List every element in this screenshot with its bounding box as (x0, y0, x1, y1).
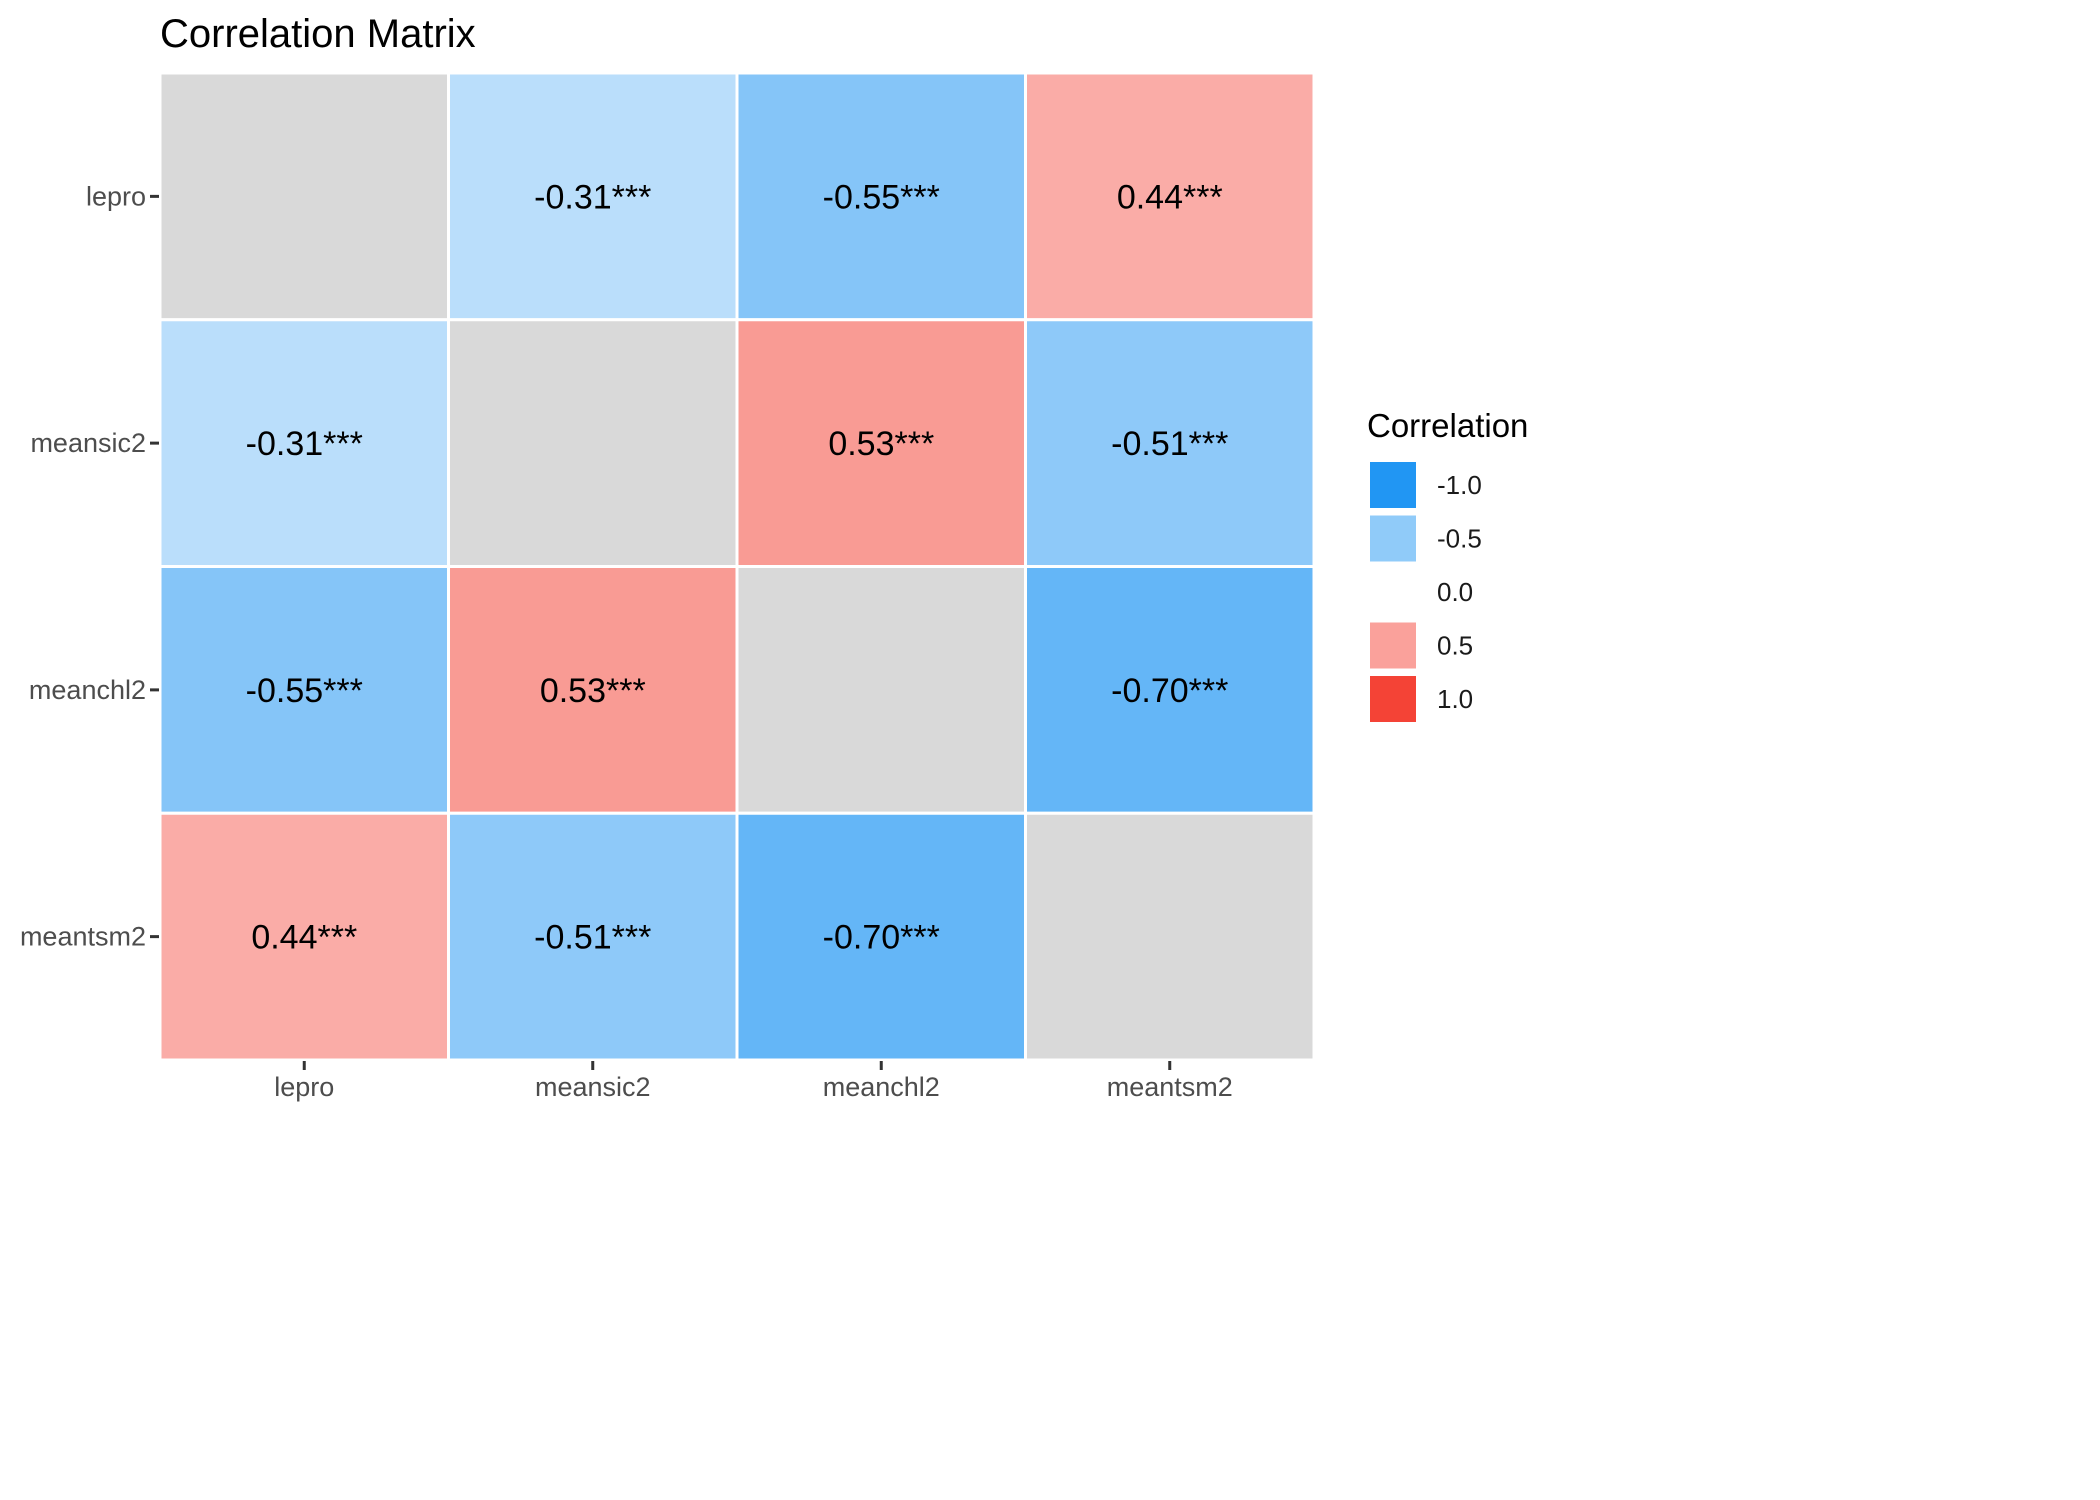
y-tick-label: meansic2 (30, 428, 146, 458)
cell-value-label: -0.55*** (823, 178, 940, 216)
cell-value-label: 0.44*** (251, 919, 357, 957)
legend-key (1370, 462, 1416, 508)
legend-label: 0.0 (1437, 577, 1473, 607)
color-legend: Correlation -1.0 -0.5 0.0 0.5 1.0 (1367, 407, 1528, 722)
heatmap-cell-diagonal (1024, 811, 1316, 1062)
heatmap-cells (158, 71, 1316, 1062)
chart-title: Correlation Matrix (160, 12, 476, 56)
cell-value-label: 0.53*** (540, 672, 646, 710)
legend-label: -1.0 (1437, 470, 1482, 500)
correlation-heatmap: Correlation Matrix -0.31*** -0.55*** 0.44*… (20, 12, 1528, 1102)
heatmap-cell-diagonal (447, 318, 739, 568)
legend-keys: -1.0 -0.5 0.0 0.5 1.0 (1370, 462, 1482, 722)
heatmap-cell-labels: -0.31*** -0.55*** 0.44*** -0.31*** 0.53*** -0… (246, 178, 1229, 956)
chart-canvas: Correlation Matrix -0.31*** -0.55*** 0.44*… (19, 12, 1529, 1102)
legend-label: -0.5 (1437, 524, 1482, 554)
y-axis: lepro meansic2 meanchl2 meantsm2 (20, 181, 159, 952)
heatmap-cell-diagonal (158, 71, 450, 322)
cell-value-label: -0.70*** (823, 919, 940, 957)
heatmap-cell (158, 811, 450, 1062)
heatmap-cell (447, 565, 739, 815)
legend-key (1370, 569, 1416, 615)
y-tick-label: lepro (86, 181, 146, 211)
cell-value-label: -0.55*** (246, 672, 363, 710)
y-tick-label: meanchl2 (29, 675, 146, 705)
legend-key (1370, 622, 1416, 669)
cell-value-label: 0.53*** (828, 425, 934, 463)
legend-label: 1.0 (1437, 684, 1473, 714)
legend-key (1370, 676, 1416, 722)
heatmap-cell (1024, 71, 1316, 322)
cell-value-label: -0.51*** (1111, 425, 1228, 463)
cell-value-label: -0.31*** (246, 425, 363, 463)
heatmap-cell (1024, 318, 1316, 568)
heatmap-cell (447, 71, 739, 322)
x-tick-label: meansic2 (535, 1072, 651, 1102)
x-tick-label: lepro (274, 1072, 334, 1102)
cell-value-label: -0.31*** (534, 178, 651, 216)
heatmap-cell-diagonal (735, 565, 1027, 815)
heatmap-cell (158, 318, 450, 568)
x-axis: lepro meansic2 meanchl2 meantsm2 (274, 1061, 1233, 1102)
cell-value-label: -0.70*** (1111, 672, 1228, 710)
heatmap-cell (735, 811, 1027, 1062)
heatmap-cell (735, 318, 1027, 568)
y-tick-label: meantsm2 (20, 922, 146, 952)
cell-value-label: 0.44*** (1117, 178, 1223, 216)
heatmap-cell (735, 71, 1027, 322)
cell-value-label: -0.51*** (534, 919, 651, 957)
x-tick-label: meantsm2 (1107, 1072, 1233, 1102)
legend-title: Correlation (1367, 407, 1528, 444)
legend-label: 0.5 (1437, 631, 1473, 661)
x-tick-label: meanchl2 (823, 1072, 940, 1102)
legend-key (1370, 515, 1416, 562)
